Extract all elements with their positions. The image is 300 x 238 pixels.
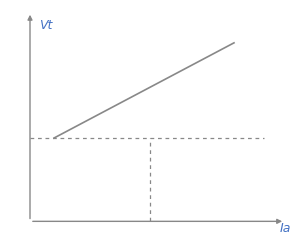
Text: Vt: Vt (39, 19, 52, 32)
Text: Ia: Ia (280, 222, 291, 235)
